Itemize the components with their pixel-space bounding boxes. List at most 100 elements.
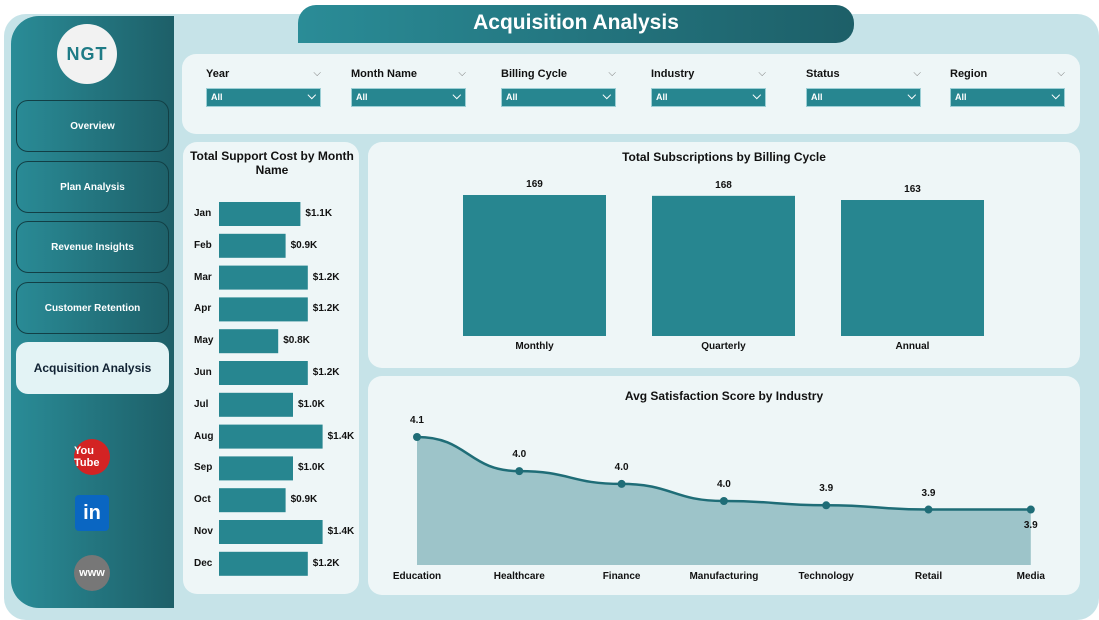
filter-panel: [182, 54, 1080, 134]
filter-dropdown[interactable]: All ⌵: [351, 88, 466, 107]
support-cost-bar[interactable]: [219, 265, 308, 290]
subscription-bar[interactable]: [841, 200, 984, 336]
globe-icon[interactable]: www: [74, 555, 110, 591]
chevron-down-icon[interactable]: ⌵: [608, 68, 616, 79]
chevron-down-icon: ⌵: [602, 90, 611, 102]
support-cost-bar[interactable]: [219, 520, 323, 544]
support-cost-bar[interactable]: [219, 297, 308, 322]
chevron-down-icon[interactable]: ⌵: [758, 68, 766, 79]
support-cost-bar[interactable]: [219, 392, 293, 417]
filter-dropdown[interactable]: All ⌵: [950, 88, 1065, 107]
bar-value-label: $1.2K: [312, 303, 340, 315]
support-cost-bar[interactable]: [219, 233, 286, 258]
sidebar-item-revenue-insights[interactable]: Revenue Insights: [16, 221, 169, 273]
point-value-label: 4.0: [614, 461, 629, 473]
support-cost-bar[interactable]: [219, 424, 323, 449]
support-cost-bar[interactable]: [219, 329, 279, 354]
satisfaction-title: Avg Satisfaction Score by Industry: [624, 389, 824, 403]
chevron-down-icon[interactable]: ⌵: [313, 68, 321, 79]
bar-value-label: $1.1K: [305, 208, 333, 219]
support-cost-bar[interactable]: [219, 488, 286, 513]
chevron-down-icon[interactable]: ⌵: [458, 68, 466, 79]
month-label: Jun: [194, 367, 212, 378]
bar-value-label: $0.9K: [290, 239, 318, 251]
point-value-label: 4.0: [716, 479, 731, 490]
bar-value-label: $0.8K: [283, 335, 310, 347]
month-label: Aug: [194, 430, 214, 442]
sidebar-item-plan-analysis[interactable]: Plan Analysis: [16, 161, 169, 213]
linkedin-icon[interactable]: in: [75, 495, 109, 531]
filter-region: Region ⌵ All ⌵: [950, 68, 1065, 107]
satisfaction-point[interactable]: [617, 479, 626, 488]
support-cost-bar[interactable]: [219, 361, 308, 385]
support-cost-bar[interactable]: [219, 551, 308, 576]
month-label: Dec: [194, 557, 213, 569]
sidebar-item-overview[interactable]: Overview: [16, 100, 169, 152]
industry-label: Retail: [914, 571, 943, 582]
filter-dropdown[interactable]: All ⌵: [501, 88, 616, 107]
youtube-icon[interactable]: You Tube: [74, 439, 110, 475]
support-cost-bar[interactable]: [219, 202, 301, 226]
point-value-label: 4.1: [410, 415, 424, 426]
bar-value-label: $1.4K: [327, 526, 355, 537]
subscription-bar[interactable]: [652, 195, 795, 336]
month-label: Apr: [194, 303, 212, 315]
bar-value-label: 168: [715, 179, 732, 191]
industry-label: Healthcare: [493, 571, 545, 582]
bar-value-label: $1.2K: [312, 271, 340, 283]
category-label: Annual: [895, 341, 930, 352]
bar-value-label: $1.2K: [312, 557, 340, 569]
month-label: Mar: [194, 271, 212, 283]
month-label: Sep: [194, 462, 213, 474]
bar-value-label: $1.0K: [298, 462, 325, 474]
satisfaction-point[interactable]: [719, 497, 728, 505]
chevron-down-icon: ⌵: [752, 90, 761, 102]
chevron-down-icon: ⌵: [907, 90, 916, 102]
filter-billing-cycle: Billing Cycle ⌵ All ⌵: [501, 68, 616, 107]
month-label: Oct: [194, 494, 211, 506]
satisfaction-point[interactable]: [515, 467, 524, 476]
industry-label: Education: [392, 571, 442, 582]
filter-month-name: Month Name ⌵ All ⌵: [351, 68, 466, 107]
chevron-down-icon: ⌵: [1051, 90, 1060, 102]
filter-year: Year ⌵ All ⌵: [206, 68, 321, 107]
month-label: Jan: [194, 208, 212, 219]
support-cost-title: Total Support Cost by Month Name: [190, 149, 354, 177]
chevron-down-icon: ⌵: [307, 90, 316, 102]
bar-value-label: $0.9K: [290, 494, 318, 506]
sidebar-item-customer-retention[interactable]: Customer Retention: [16, 282, 169, 334]
category-label: Monthly: [515, 341, 554, 352]
subscriptions-title: Total Subscriptions by Billing Cycle: [622, 150, 826, 164]
month-label: Jul: [194, 398, 209, 410]
filter-dropdown[interactable]: All ⌵: [806, 88, 921, 107]
chevron-down-icon: ⌵: [452, 90, 461, 102]
month-label: Feb: [194, 239, 212, 251]
month-label: Nov: [194, 526, 213, 537]
subscription-bar[interactable]: [463, 195, 606, 336]
industry-label: Finance: [602, 571, 641, 582]
bar-value-label: $1.4K: [327, 430, 355, 442]
bar-value-label: $1.2K: [312, 367, 340, 378]
sidebar-item-acquisition-analysis[interactable]: Acquisition Analysis: [16, 342, 169, 394]
point-value-label: 3.9: [1023, 519, 1038, 531]
month-label: May: [194, 335, 214, 347]
filter-dropdown[interactable]: All ⌵: [651, 88, 766, 107]
industry-label: Technology: [798, 571, 854, 582]
filter-dropdown[interactable]: All ⌵: [206, 88, 321, 107]
bar-value-label: 169: [526, 179, 543, 190]
category-label: Quarterly: [701, 341, 746, 352]
point-value-label: 4.0: [512, 449, 527, 461]
page-title: Acquisition Analysis: [298, 5, 854, 43]
satisfaction-point[interactable]: [413, 433, 421, 441]
point-value-label: 3.9: [819, 483, 834, 495]
chevron-down-icon[interactable]: ⌵: [1057, 68, 1065, 79]
chevron-down-icon[interactable]: ⌵: [913, 68, 921, 79]
satisfaction-point[interactable]: [924, 505, 933, 514]
point-value-label: 3.9: [921, 487, 936, 499]
support-cost-bar[interactable]: [219, 456, 293, 481]
satisfaction-point[interactable]: [1026, 505, 1035, 514]
industry-label: Manufacturing: [689, 571, 759, 582]
satisfaction-point[interactable]: [822, 501, 831, 510]
bar-value-label: 163: [904, 184, 921, 195]
